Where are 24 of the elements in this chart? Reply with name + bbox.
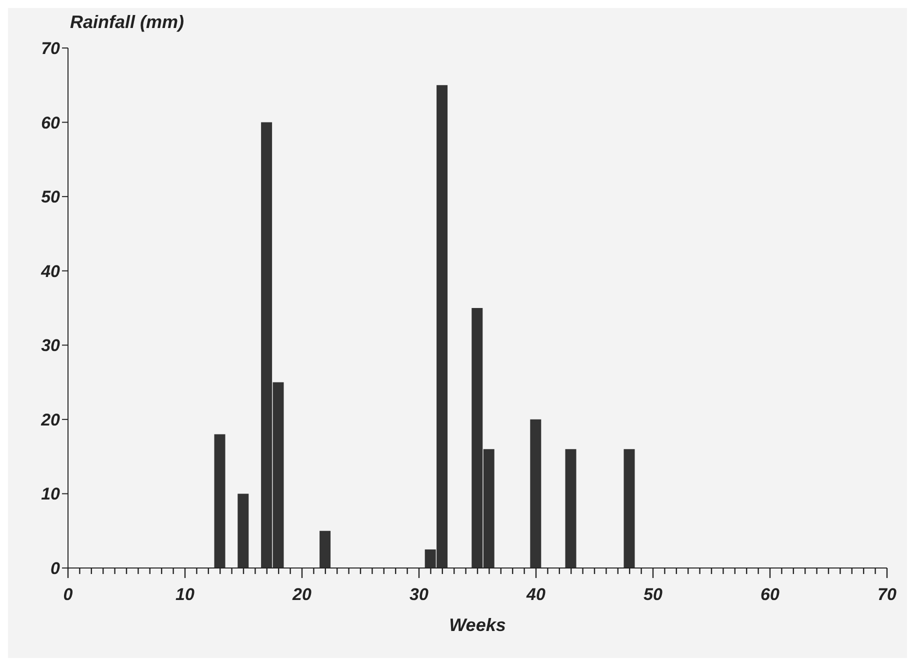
bar [214,434,226,568]
x-tick-label: 50 [644,585,663,604]
bar [530,419,542,568]
x-tick-label: 70 [878,585,897,604]
x-tick-label: 60 [760,585,780,604]
y-tick-label: 50 [41,188,61,207]
y-axis-title: Rainfall (mm) [70,12,184,33]
y-tick-label: 60 [41,113,61,132]
x-tick-label: 30 [410,585,429,604]
x-tick-label: 10 [176,585,195,604]
bar [320,530,331,568]
y-tick-label: 40 [40,262,61,281]
bar [624,449,635,568]
y-tick-label: 0 [50,559,61,578]
x-axis-title: Weeks [449,614,506,635]
bar [565,449,576,568]
y-tick-label: 20 [40,410,61,430]
y-tick-label: 10 [41,484,61,504]
bar [238,494,249,568]
y-tick-label: 70 [41,39,61,58]
x-tick-label: 20 [292,585,312,604]
x-tick-label: 40 [526,585,546,604]
y-tick-label: 30 [41,336,61,356]
x-tick-label: 0 [63,585,74,604]
